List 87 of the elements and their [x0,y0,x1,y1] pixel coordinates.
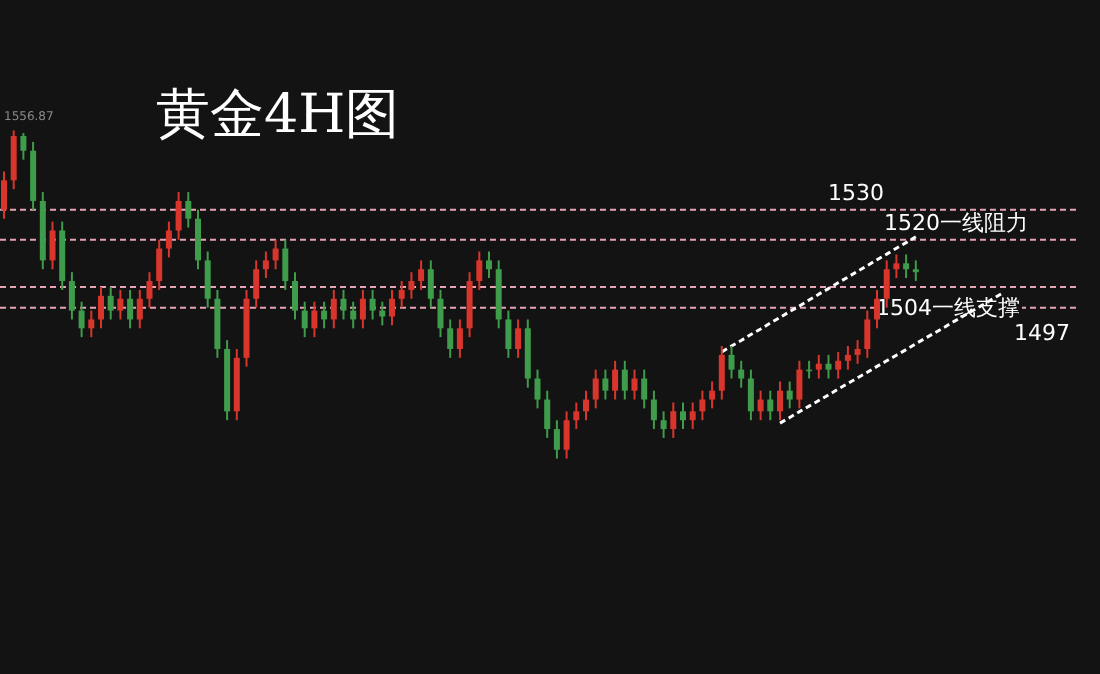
candlestick [709,380,716,410]
candlestick [815,353,822,380]
candlestick [204,250,211,309]
candlestick [88,309,95,339]
candlestick [398,280,405,309]
candlestick [544,389,551,439]
candlestick [427,259,434,309]
candlestick [912,259,919,283]
candlestick [466,271,473,339]
candlestick [893,253,900,280]
candlestick [796,359,803,410]
candlestick [573,401,580,431]
candlestick [98,285,104,330]
candlestick [563,410,570,460]
candlestick [670,401,677,439]
candlestick [844,345,851,371]
candlestick [156,238,163,291]
candlestick [49,220,56,271]
candlestick [612,359,619,401]
candlestick [767,389,774,422]
candlestick [1,170,7,220]
candlestick [874,288,880,330]
candlestick [262,250,269,280]
candlestick [486,250,492,280]
candlestick [747,368,754,422]
candlestick [738,359,745,389]
candlestick [282,238,289,291]
candlestick [107,285,114,321]
candlestick [515,318,522,359]
candlestick [350,300,357,330]
candlestick [68,271,75,321]
candlestick [631,368,638,401]
candlestick [602,368,609,401]
candlestick [146,271,153,309]
candlestick [117,288,124,321]
candlestick [757,389,764,422]
candlestick [699,389,706,422]
candlestick [476,250,483,291]
candlestick [175,191,182,241]
candlestick [835,350,842,380]
candlestick [583,389,589,422]
annotation: 1520一线阻力 [884,209,1028,236]
candlestick [78,300,85,339]
candlestick [728,345,735,380]
candlestick [689,401,696,431]
candlestick [272,238,279,271]
candlestick [292,271,298,321]
candlestick [10,129,17,191]
candlestick [660,410,667,439]
candlestick [136,288,143,330]
candlestick [127,288,134,330]
candlestick [505,309,512,359]
candlestick [641,368,648,410]
candlestick [389,288,395,327]
candlestick [253,259,260,309]
candlestick [650,389,657,431]
candlestick [592,368,599,410]
candlestick [553,419,560,460]
candlestick [777,380,783,422]
candlestick [165,220,172,259]
candlestick [185,191,192,229]
text: 1497 [1014,319,1070,346]
candlestick [534,368,541,410]
candlestick [680,401,686,431]
candlestick [340,288,347,321]
candlestick [330,288,337,330]
candlestick [447,318,454,359]
candlestick [20,132,27,161]
candlestick [903,253,910,280]
candlestick [864,309,871,359]
candlestick [311,300,318,339]
candlestick [321,300,328,330]
candlestick [456,318,463,359]
candlestick [418,259,425,291]
candlestick [195,208,201,271]
candlestick [825,353,832,380]
candlestick [786,380,793,410]
annotation: 1530 [828,179,884,206]
candlestick [359,288,366,330]
candlestick [408,271,415,300]
candlestick [854,339,861,365]
candlestick [621,359,628,401]
candlestick [301,300,308,339]
candlestick [718,345,725,401]
candlestick [369,288,376,321]
candlestick [437,288,444,339]
chart-title: 黄金4H图 [156,84,400,146]
